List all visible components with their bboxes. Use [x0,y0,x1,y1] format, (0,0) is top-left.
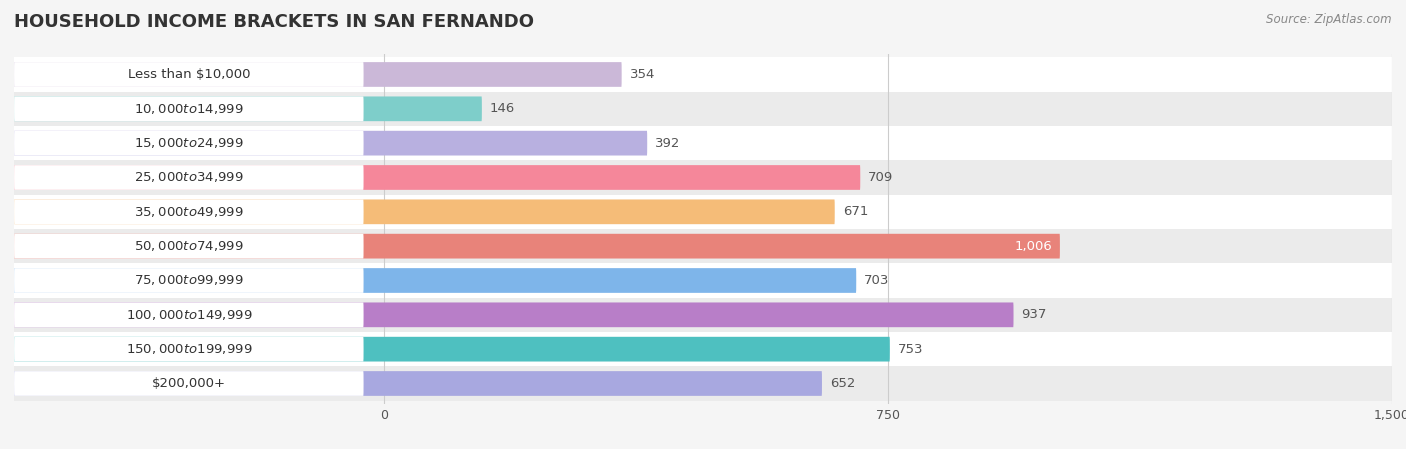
Bar [14,263,1392,298]
FancyBboxPatch shape [14,131,647,155]
Text: Source: ZipAtlas.com: Source: ZipAtlas.com [1267,13,1392,26]
FancyBboxPatch shape [14,234,364,259]
FancyBboxPatch shape [14,97,482,121]
Text: $150,000 to $199,999: $150,000 to $199,999 [125,342,252,356]
Bar [14,57,1392,92]
Bar [14,160,1392,195]
Text: HOUSEHOLD INCOME BRACKETS IN SAN FERNANDO: HOUSEHOLD INCOME BRACKETS IN SAN FERNAND… [14,13,534,31]
FancyBboxPatch shape [14,165,364,190]
FancyBboxPatch shape [14,165,860,190]
FancyBboxPatch shape [14,199,364,224]
FancyBboxPatch shape [14,199,835,224]
FancyBboxPatch shape [14,268,364,293]
FancyBboxPatch shape [14,337,890,361]
FancyBboxPatch shape [14,303,364,327]
Text: 146: 146 [489,102,515,115]
Text: $75,000 to $99,999: $75,000 to $99,999 [134,273,243,287]
FancyBboxPatch shape [14,234,1060,259]
Bar [14,332,1392,366]
FancyBboxPatch shape [14,62,364,87]
FancyBboxPatch shape [14,337,364,361]
Text: $200,000+: $200,000+ [152,377,226,390]
FancyBboxPatch shape [14,131,364,155]
Text: 671: 671 [842,205,868,218]
FancyBboxPatch shape [14,303,1014,327]
Text: 709: 709 [869,171,894,184]
Text: 703: 703 [865,274,890,287]
FancyBboxPatch shape [14,97,364,121]
Text: 392: 392 [655,136,681,150]
FancyBboxPatch shape [14,62,621,87]
Bar [14,366,1392,401]
FancyBboxPatch shape [14,268,856,293]
Bar [14,195,1392,229]
Text: $35,000 to $49,999: $35,000 to $49,999 [134,205,243,219]
FancyBboxPatch shape [14,371,364,396]
Text: $50,000 to $74,999: $50,000 to $74,999 [134,239,243,253]
Text: $15,000 to $24,999: $15,000 to $24,999 [134,136,243,150]
Text: 652: 652 [830,377,855,390]
Text: 1,006: 1,006 [1014,240,1052,253]
Text: 354: 354 [630,68,655,81]
Bar [14,126,1392,160]
Bar [14,92,1392,126]
FancyBboxPatch shape [14,371,823,396]
Text: $25,000 to $34,999: $25,000 to $34,999 [134,171,243,185]
Text: 753: 753 [898,343,924,356]
Text: $100,000 to $149,999: $100,000 to $149,999 [125,308,252,322]
Text: 937: 937 [1022,308,1047,321]
Text: Less than $10,000: Less than $10,000 [128,68,250,81]
Bar [14,229,1392,263]
Text: $10,000 to $14,999: $10,000 to $14,999 [134,102,243,116]
Bar [14,298,1392,332]
